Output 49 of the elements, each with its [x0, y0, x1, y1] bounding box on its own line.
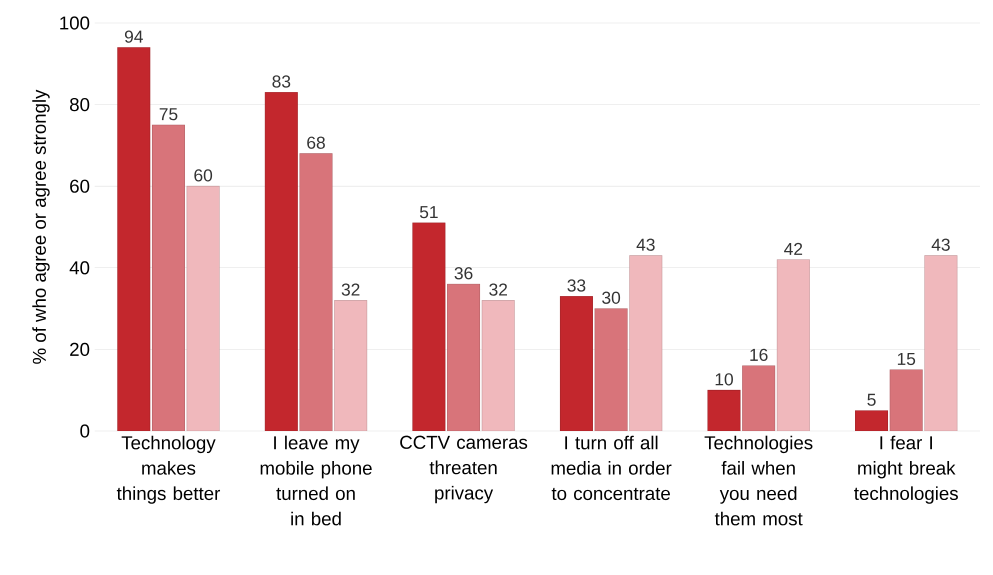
- bar: [560, 296, 593, 431]
- bar: [412, 222, 446, 431]
- x-tick-label: I turn off all media in order to concentrate: [552, 436, 672, 500]
- data-label: 15: [898, 352, 916, 366]
- data-label: 10: [716, 373, 733, 386]
- x-tick-label: Technology makes things better: [116, 436, 220, 504]
- bar: [855, 410, 888, 431]
- data-label: 36: [454, 267, 472, 280]
- data-label: 32: [342, 283, 360, 296]
- data-label: 32: [489, 283, 507, 296]
- bar: [117, 47, 150, 431]
- bar: [629, 255, 662, 431]
- x-tick-label: I fear I might break technologies: [854, 436, 958, 504]
- bar: [924, 255, 958, 431]
- y-tick-label: 40: [70, 261, 90, 274]
- bar: [594, 308, 628, 431]
- y-tick-label: 100: [60, 16, 90, 30]
- bar: [890, 370, 923, 431]
- bar: [447, 284, 480, 431]
- x-tick-label: I leave my mobile phone turned on in bed: [260, 436, 372, 526]
- bar: [707, 390, 740, 431]
- data-label: 68: [307, 136, 325, 149]
- y-tick-label: 0: [80, 424, 90, 438]
- data-label: 30: [602, 292, 620, 304]
- data-label: 43: [932, 238, 950, 251]
- bar: [186, 186, 220, 431]
- y-tick-label: 60: [70, 180, 90, 193]
- bar: [264, 92, 298, 431]
- data-label: 16: [750, 348, 768, 361]
- x-tick-label: Technologies fail when you need them most: [704, 436, 812, 526]
- data-label: 51: [420, 206, 438, 218]
- data-label: 94: [124, 30, 143, 43]
- y-tick-label: 20: [70, 342, 90, 356]
- data-label: 43: [636, 238, 655, 251]
- bar: [742, 365, 776, 431]
- data-label: 5: [867, 394, 876, 406]
- bar: [776, 259, 810, 431]
- bar: [334, 300, 368, 431]
- data-label: 33: [567, 279, 586, 292]
- x-tick-label: CCTV cameras threaten privacy: [400, 436, 528, 504]
- bar: [152, 124, 185, 431]
- y-axis-title: % of who agree or agree strongly: [32, 90, 50, 364]
- data-label: 60: [194, 169, 212, 182]
- bar: [300, 153, 333, 431]
- data-label: 83: [272, 75, 290, 88]
- data-label: 75: [160, 108, 178, 120]
- bar: [482, 300, 515, 431]
- y-tick-label: 80: [70, 98, 90, 112]
- data-label: 42: [784, 242, 802, 255]
